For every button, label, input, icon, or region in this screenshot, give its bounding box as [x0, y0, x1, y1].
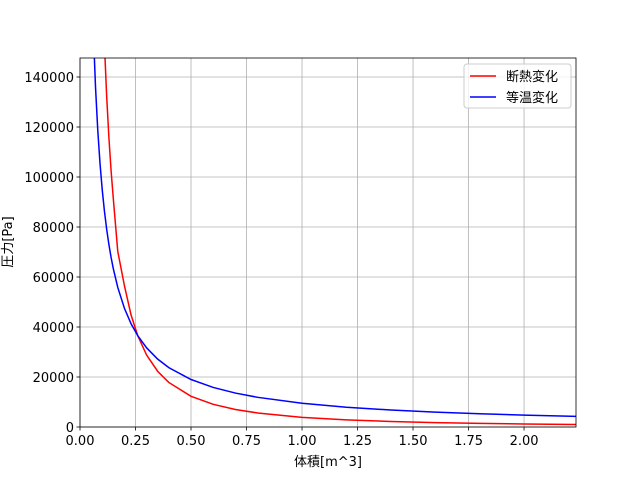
line-series: [93, 58, 576, 418]
x-tick-label: 0.00: [66, 434, 95, 449]
y-tick-label: 40000: [33, 321, 74, 336]
legend-label: 等温変化: [506, 90, 558, 106]
x-tick-label: 1.50: [399, 434, 428, 449]
y-tick-label: 100000: [24, 171, 74, 186]
y-tick-label: 140000: [24, 71, 74, 86]
x-tick-label: 1.25: [343, 434, 372, 449]
x-tick-label: 0.75: [232, 434, 261, 449]
y-tick-label: 20000: [33, 371, 74, 386]
x-tick-label: 1.75: [454, 434, 483, 449]
plot-lines: [93, 58, 576, 426]
x-tick-label: 0.25: [121, 434, 150, 449]
x-tick-label: 2.00: [510, 434, 539, 449]
y-tick-label: 60000: [33, 271, 74, 286]
plot-frame: [79, 57, 577, 428]
y-axis-label: 圧力[Pa]: [1, 216, 16, 267]
y-tick-label: 120000: [24, 121, 74, 136]
y-tick-label: 80000: [33, 221, 74, 236]
x-tick-label: 0.50: [177, 434, 206, 449]
legend-label: 断熱変化: [506, 69, 558, 85]
y-tick-label: 0: [66, 421, 74, 436]
x-tick-label: 1.00: [288, 434, 317, 449]
x-axis-label: 体積[m^3]: [294, 455, 362, 470]
